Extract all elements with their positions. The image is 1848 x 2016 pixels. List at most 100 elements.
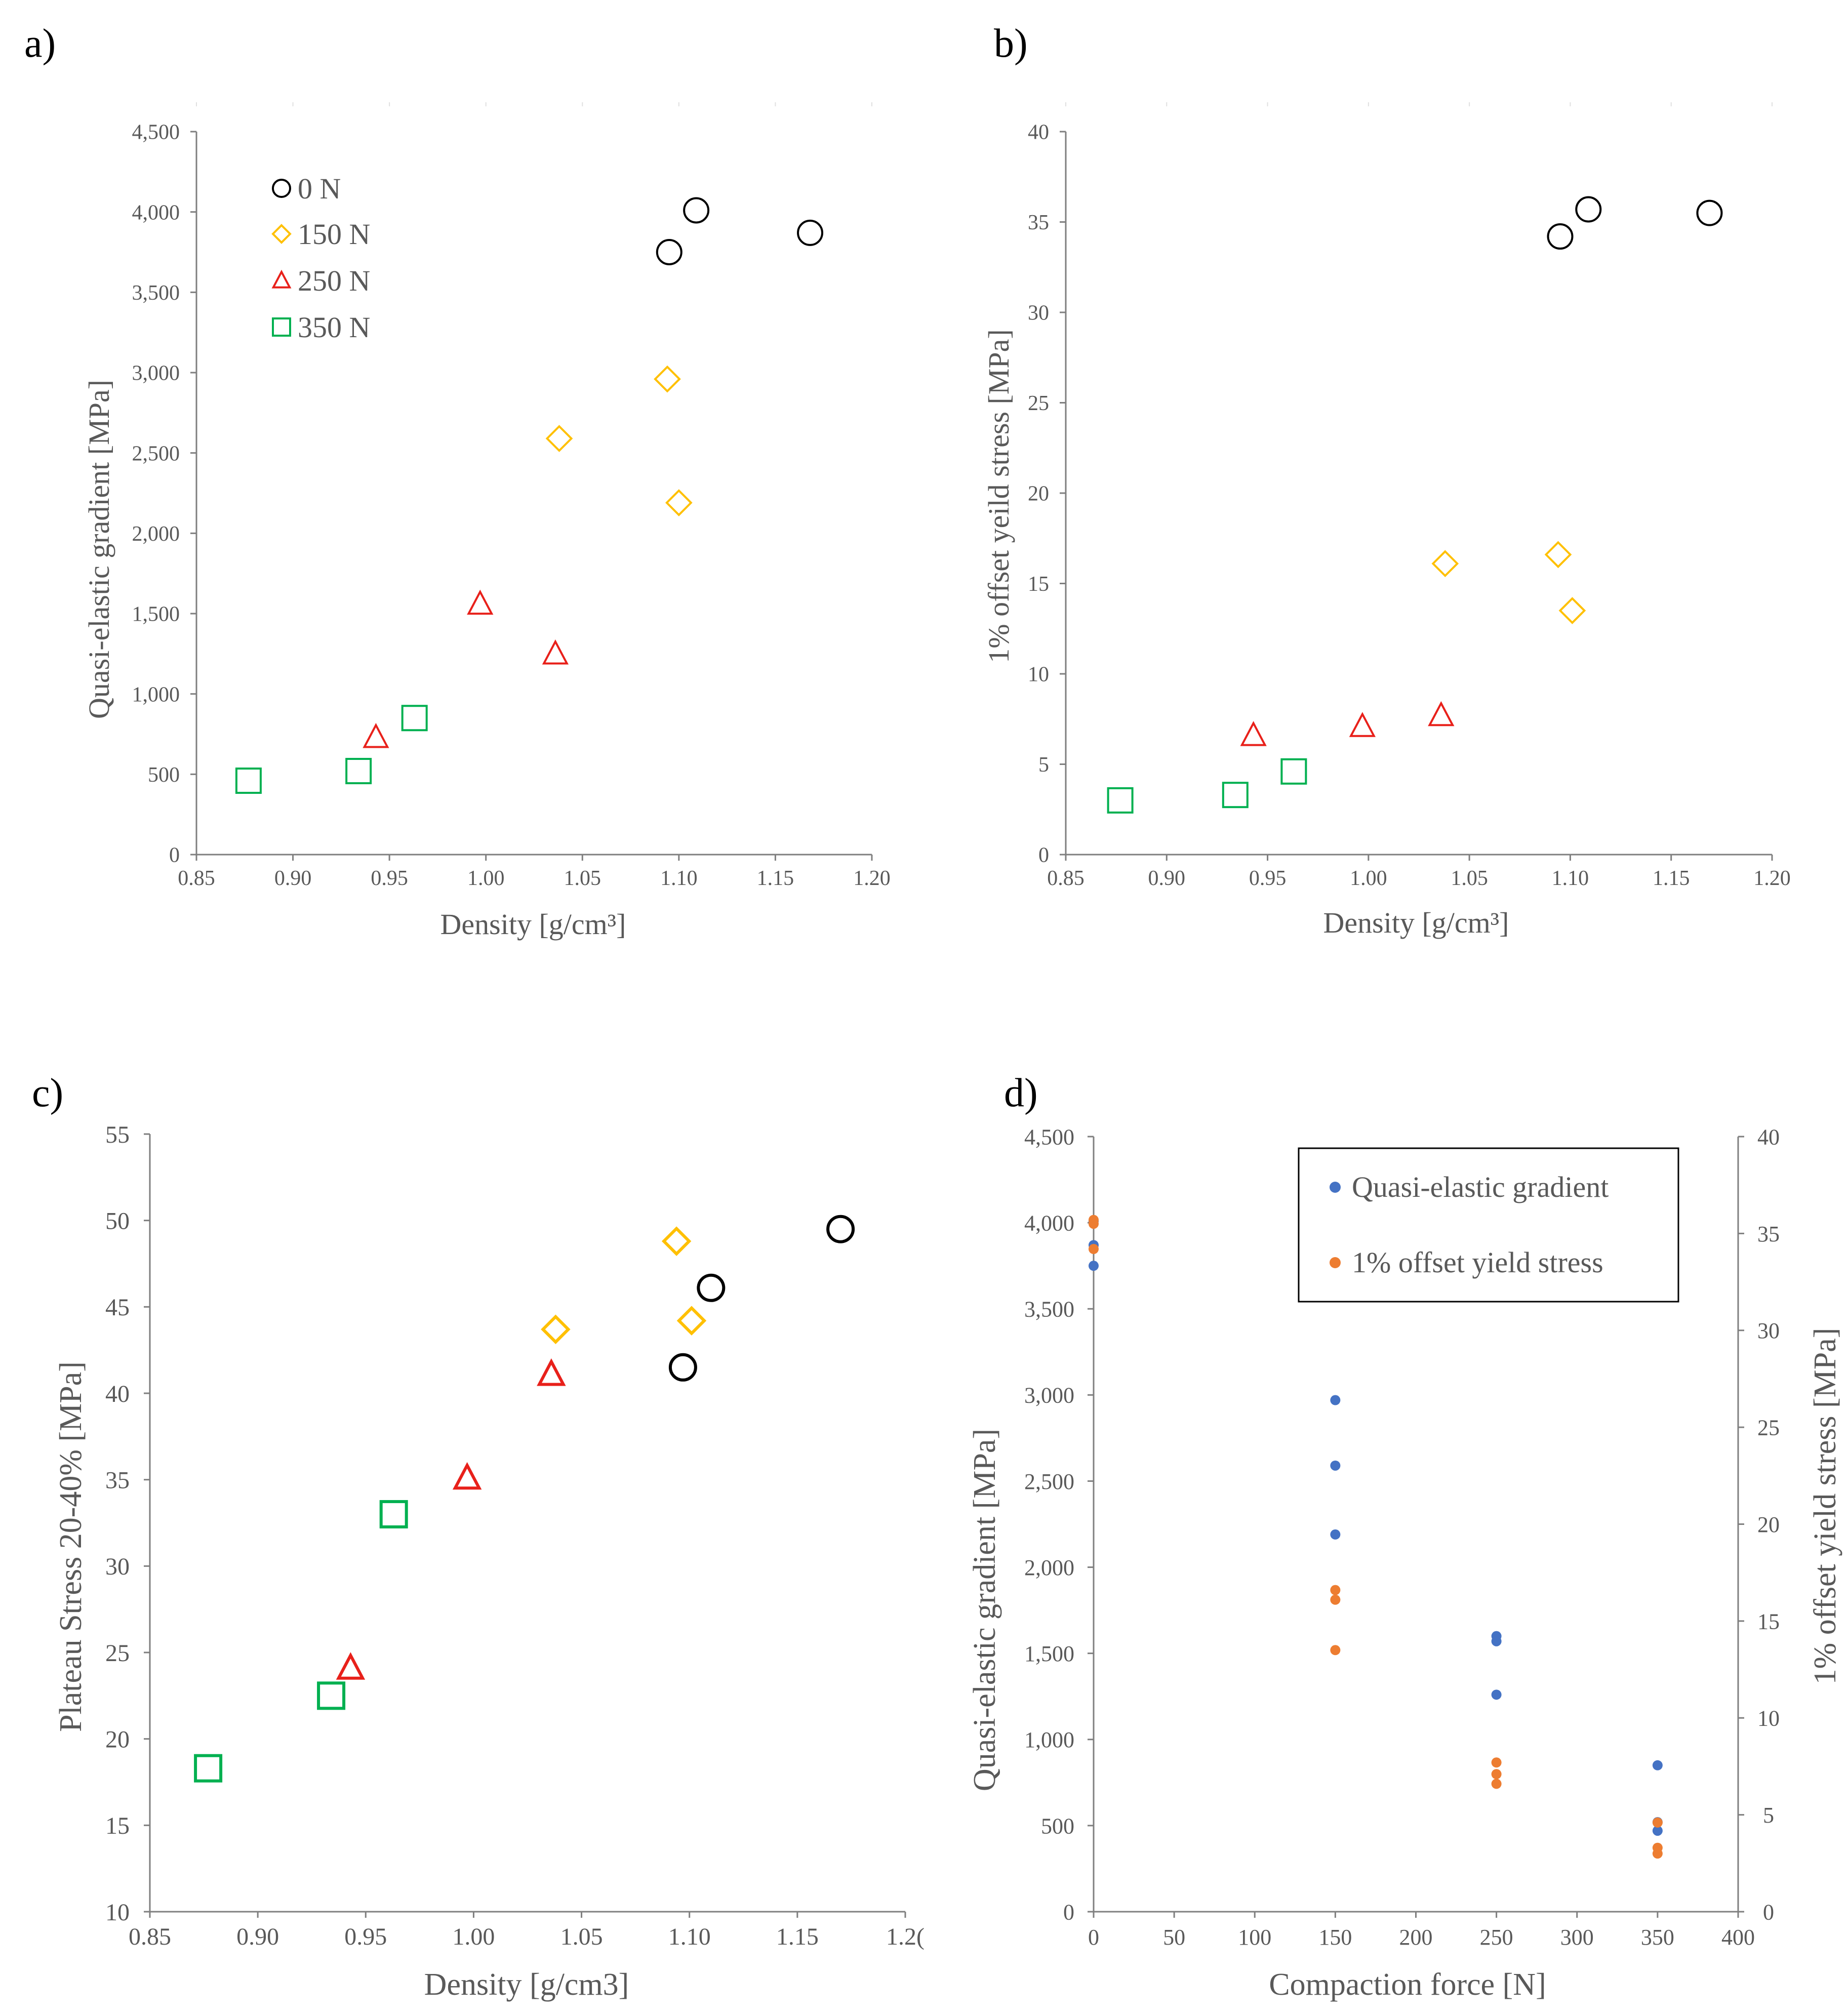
panel-c-point-0-n <box>668 1353 697 1382</box>
panel-c-x-tick-label: 1.10 <box>668 1923 711 1950</box>
panel-d-y2-tick-label: 10 <box>1757 1706 1780 1731</box>
panel-c-y-tick-label: 15 <box>105 1812 130 1839</box>
panel-d-y-tick-label: 1,500 <box>1024 1641 1074 1666</box>
panel-d-x-tick-label: 50 <box>1163 1925 1185 1950</box>
panel-d-point-1-offset-yield-stress <box>1491 1769 1502 1780</box>
panel-c-point-150-n <box>661 1226 692 1256</box>
panel-b-y-tick-label: 0 <box>1038 844 1049 867</box>
panel-b-point-0-n <box>1696 199 1723 226</box>
panel-c-x-tick-label: 1.15 <box>776 1923 819 1950</box>
panel-a-point-350-n <box>345 757 372 784</box>
panel-a-y-tick-label: 4,000 <box>132 201 180 224</box>
panel-d-y2-tick-label: 40 <box>1757 1124 1780 1149</box>
panel-c-label: c) <box>32 1071 63 1115</box>
panel-c-x-tick-label: 0.85 <box>129 1923 171 1950</box>
panel-a-y-tick-label: 3,500 <box>132 281 180 305</box>
panel-d-point-1-offset-yield-stress <box>1652 1817 1663 1828</box>
panel-a-plot: 0.85 0.90 0.95 1.00 1.05 1.10 1.15 1.20 0 500 1,00… <box>132 102 891 890</box>
panel-d-y2-tick-label: 35 <box>1757 1222 1780 1246</box>
panel-d-y-tick-label: 1,000 <box>1024 1727 1074 1752</box>
panel-d-ylabel: Quasi-elastic gradient [MPa] <box>968 1429 1002 1791</box>
panel-d-x-tick-label: 300 <box>1560 1925 1594 1950</box>
panel-a-y-tick-label: 4,500 <box>132 121 180 144</box>
panel-d-point-1-offset-yield-stress <box>1330 1585 1341 1595</box>
panel-d: d) Compaction force [N] Quasi-elastic gr… <box>968 1071 1842 2002</box>
panel-a-y-tick-label: 1,500 <box>132 603 180 626</box>
panel-d-point-quasi-elastic-gradient <box>1330 1460 1341 1471</box>
panel-c-point-250-n <box>336 1652 366 1680</box>
panel-b-y-tick-label: 35 <box>1028 211 1049 234</box>
panel-c-plot: 0.85 0.90 0.95 1.00 1.05 1.10 1.15 1.2(10 15 20 25… <box>105 1121 925 1950</box>
panel-d-y-tick-label: 3,000 <box>1024 1383 1074 1408</box>
panel-c-point-250-n <box>452 1462 482 1490</box>
panel-c-xlabel: Density [g/cm3] <box>424 1967 629 2002</box>
panel-a-ylabel: Quasi-elastic gradient [MPa] <box>83 380 115 719</box>
panel-b: b) Density [g/cm³] 1% offset yeild stres… <box>982 21 1791 939</box>
panel-c-point-350-n <box>317 1681 346 1710</box>
panel-d-x-tick-label: 200 <box>1399 1925 1433 1950</box>
panel-c-y-tick-label: 35 <box>105 1467 130 1494</box>
panel-c-y-tick-label: 40 <box>105 1381 130 1407</box>
panel-a-point-250-n <box>363 723 389 748</box>
panel-a-point-0-n <box>656 239 682 265</box>
panel-b-x-tick-label: 1.20 <box>1753 867 1791 890</box>
panel-d-x-tick-label: 0 <box>1088 1925 1099 1950</box>
panel-a-point-250-n <box>542 639 569 665</box>
panel-d-x-tick-label: 400 <box>1721 1925 1755 1950</box>
panel-d-y2-tick-label: 20 <box>1757 1512 1780 1537</box>
panel-d-y2-tick-label: 5 <box>1763 1803 1774 1828</box>
legend-marker-350n <box>272 317 291 337</box>
panel-b-x-tick-label: 1.15 <box>1653 867 1690 890</box>
panel-b-y-tick-label: 40 <box>1028 121 1049 144</box>
panel-c: c) Density [g/cm3] Plateau Stress 20-40%… <box>32 1071 925 2002</box>
panel-c-x-tick-label: 1.00 <box>452 1923 495 1950</box>
panel-a-point-350-n <box>235 768 262 794</box>
panel-d-point-1-offset-yield-stress <box>1089 1243 1099 1254</box>
legend-marker-quasi-elastic <box>1330 1182 1341 1193</box>
panel-a-xlabel: Density [g/cm³] <box>440 908 626 941</box>
panel-d-x-tick-label: 100 <box>1238 1925 1271 1950</box>
panel-a: a) Density [g/cm³] Quasi-elastic gradien… <box>24 21 891 941</box>
panel-c-x-tick-label: 0.90 <box>236 1923 279 1950</box>
panel-d-plot: 0 50 100 150 200 250 300 350 40005001,0001,5002,… <box>1024 1124 1780 1950</box>
panel-a-point-350-n <box>401 705 428 732</box>
panel-c-point-350-n <box>194 1754 223 1783</box>
panel-b-y-tick-label: 20 <box>1028 482 1049 506</box>
panel-c-y-tick-label: 45 <box>105 1294 130 1321</box>
panel-d-y-tick-label: 4,500 <box>1024 1124 1074 1149</box>
panel-c-x-tick-label: 0.95 <box>344 1923 387 1950</box>
panel-d-point-1-offset-yield-stress <box>1491 1779 1502 1789</box>
legend-label-350n: 350 N <box>298 311 370 344</box>
panel-a-x-tick-label: 1.20 <box>853 867 891 890</box>
panel-d-point-1-offset-yield-stress <box>1089 1215 1099 1225</box>
panel-a-point-250-n <box>467 589 494 615</box>
panel-d-y-tick-label: 4,000 <box>1024 1211 1074 1236</box>
legend-marker-0n <box>272 179 291 198</box>
panel-d-point-quasi-elastic-gradient <box>1330 1395 1341 1405</box>
legend-marker-150n <box>271 224 292 244</box>
panel-d-xlabel: Compaction force [N] <box>1269 1967 1546 2002</box>
panel-b-label: b) <box>994 21 1028 66</box>
panel-d-y2-tick-label: 25 <box>1757 1416 1780 1440</box>
panel-a-y-tick-label: 3,000 <box>132 362 180 385</box>
panel-a-x-tick-label: 1.05 <box>564 867 601 890</box>
panel-b-point-150-n <box>1558 597 1586 624</box>
panel-d-x-tick-label: 350 <box>1641 1925 1674 1950</box>
panel-d-y-tick-label: 3,500 <box>1024 1297 1074 1322</box>
panel-c-y-tick-label: 50 <box>105 1207 130 1234</box>
legend-label-yield-stress: 1% offset yield stress <box>1352 1246 1603 1279</box>
panel-c-point-0-n <box>697 1273 726 1302</box>
panel-d-x-tick-label: 250 <box>1480 1925 1513 1950</box>
panel-a-point-150-n <box>654 365 681 393</box>
panel-c-point-250-n <box>537 1358 566 1386</box>
panel-b-y-tick-label: 10 <box>1028 663 1049 687</box>
panel-a-y-tick-label: 0 <box>169 844 180 867</box>
panel-b-x-tick-label: 0.95 <box>1249 867 1287 890</box>
panel-c-y-tick-label: 10 <box>105 1899 130 1926</box>
panel-a-x-tick-label: 0.85 <box>178 867 215 890</box>
panel-b-xlabel: Density [g/cm³] <box>1323 906 1509 939</box>
panel-c-x-tick-label: 1.05 <box>560 1923 603 1950</box>
panel-d-y2-tick-label: 30 <box>1757 1318 1780 1343</box>
panel-b-x-tick-label: 1.10 <box>1552 867 1589 890</box>
panel-d-point-1-offset-yield-stress <box>1330 1645 1341 1656</box>
